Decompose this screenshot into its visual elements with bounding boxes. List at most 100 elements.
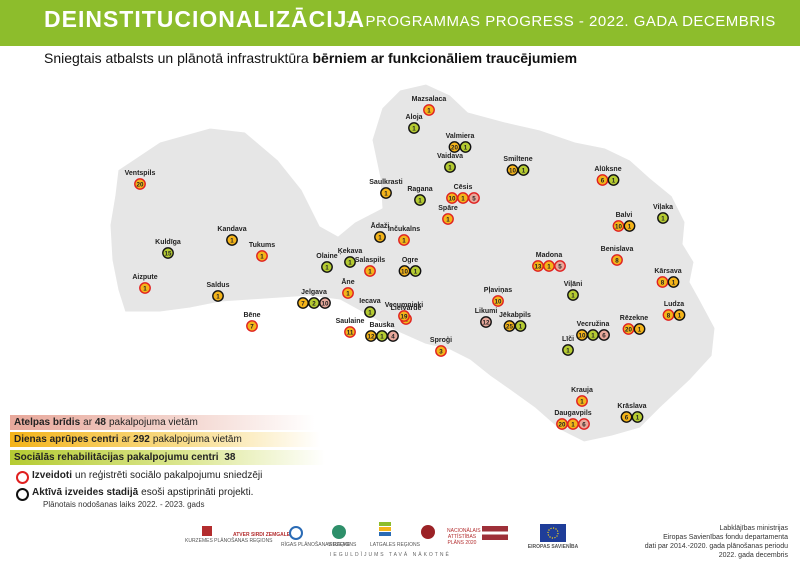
- legend-dienas-ar: ar: [121, 433, 131, 445]
- city-label: Viļāni: [564, 281, 583, 288]
- city-valmiera: Valmiera 20 1: [446, 133, 475, 153]
- city-label: Viļaka: [653, 204, 673, 211]
- legend-band-rehab: [10, 450, 325, 465]
- legend-dienas: Dienas aprūpes centri ar 292 pakalpojuma…: [14, 431, 242, 447]
- city-kraslava: Krāslava 6 1: [617, 403, 647, 423]
- marker-circle: [387, 330, 399, 342]
- marker-value: 10: [579, 332, 586, 339]
- marker-value: 3: [439, 348, 443, 355]
- city-label: Krauja: [571, 387, 593, 394]
- marker-value: 1: [418, 197, 422, 204]
- city-label: Tukums: [249, 242, 275, 249]
- city-ventspils: Ventspils 20: [125, 170, 155, 190]
- marker-value: 1: [464, 144, 468, 151]
- marker-value: 7: [301, 300, 305, 307]
- marker-value: 1: [368, 309, 372, 316]
- city-jelgava: Jelgava 7 2 10: [297, 289, 331, 309]
- logo-republic: [413, 524, 443, 542]
- legend-atelpas: Atelpas brīdis ar 48 pakalpojuma vietām: [14, 414, 198, 430]
- marker-circle: [633, 323, 646, 335]
- marker-value: 1: [384, 190, 388, 197]
- marker-circle: [344, 326, 356, 338]
- city-jekabpils: Jēkabpils 25 1: [499, 312, 531, 332]
- marker-value: 1: [522, 167, 526, 174]
- marker-circle: [623, 220, 636, 232]
- marker-value: 7: [250, 323, 254, 330]
- city-vilani: Viļāni 1: [564, 281, 583, 301]
- marker-circle: [598, 329, 610, 341]
- city-label: Bēne: [243, 312, 260, 319]
- marker-value: 10: [449, 195, 456, 202]
- marker-value: 1: [661, 215, 665, 222]
- marker-value: 25: [506, 323, 513, 330]
- marker-circle: [344, 256, 356, 268]
- city-label: Benislava: [601, 246, 634, 253]
- city-saulkrasti: Saulkrasti 1: [369, 179, 403, 199]
- city-label: Daugavpils: [554, 410, 591, 417]
- marker-value: 10: [615, 223, 622, 230]
- marker-value: 13: [535, 263, 542, 270]
- marker-value: 1: [448, 164, 452, 171]
- legend-izveidoti-tail: un reģistrēti sociālo pakalpojumu sniedz…: [75, 469, 263, 481]
- marker-value: 2: [312, 300, 316, 307]
- city-label: Kārsava: [654, 268, 681, 275]
- subtitle-bold: bērniem ar funkcionāliem traucējumiem: [312, 50, 578, 66]
- kurzeme-emblem-icon: [202, 526, 212, 536]
- marker-circle: [611, 254, 623, 266]
- marker-value: 1: [402, 237, 406, 244]
- marker-circle: [435, 345, 447, 357]
- legend-dienas-tail: pakalpojuma vietām: [152, 433, 242, 445]
- legend-rehab: Sociālās rehabilitācijas pakalpojumu cen…: [14, 449, 238, 465]
- city-ragana: Ragana 1: [407, 186, 433, 206]
- marker-value: 5: [472, 195, 476, 202]
- city-label: Kandava: [217, 226, 246, 233]
- city-label: Āne: [341, 278, 354, 286]
- marker-circle: [342, 287, 354, 299]
- marker-circle: [364, 306, 376, 318]
- city-label: Salaspils: [355, 257, 385, 264]
- marker-circle: [398, 310, 410, 322]
- marker-value: 6: [602, 332, 606, 339]
- investing-slogan: IEGULDĪJUMS TAVĀ NĀKOTNĒ: [330, 552, 451, 558]
- logo-eu: EIROPAS SAVIENĪBA: [521, 524, 585, 550]
- marker-value: 1: [638, 326, 642, 333]
- marker-circle: [444, 161, 456, 173]
- city-label: Jēkabpils: [499, 312, 531, 319]
- city-karsava: Kārsava 8 1: [654, 268, 682, 288]
- city-label: Līči: [562, 336, 574, 343]
- marker-value: 1: [672, 279, 676, 286]
- credits: Labklājības ministrijas Eiropas Savienīb…: [645, 524, 788, 560]
- marker-circle: [409, 265, 422, 277]
- city-vecruzina: Vecružina 10 1 6: [576, 321, 610, 341]
- marker-value: 8: [615, 257, 619, 264]
- eu-flag-icon: [540, 524, 566, 542]
- marker-value: 1: [446, 216, 450, 223]
- marker-value: 5: [558, 263, 562, 270]
- city-label: Vecumnieki: [385, 302, 424, 309]
- marker-value: 1: [260, 253, 264, 260]
- marker-circle: [212, 290, 224, 302]
- city-aizpute: Aizpute 1: [132, 274, 158, 294]
- title-separator: -: [346, 13, 352, 30]
- marker-value: 1: [414, 268, 418, 275]
- marker-value: 20: [451, 144, 458, 151]
- legend-atelpas-count: 48: [94, 416, 106, 428]
- city-sprogi: Sproģi 3: [430, 336, 452, 357]
- marker-value: 10: [495, 298, 502, 305]
- city-label: Iecava: [359, 298, 381, 305]
- city-krauja: Krauja 1: [571, 387, 593, 407]
- credits-line-3: dati par 2014.-2020. gada plānošanas per…: [644, 543, 788, 550]
- city-vaidava: Vaidava 1: [437, 153, 463, 173]
- city-label: Lielvārde: [391, 305, 422, 312]
- credits-line-2: Eiropas Savienības fondu departamenta: [663, 534, 788, 541]
- marker-circle: [226, 234, 238, 246]
- marker-value: 20: [559, 421, 566, 428]
- city-saulaine: Saulaine 11: [336, 318, 364, 338]
- city-label: Krāslava: [617, 403, 646, 410]
- city-likumi: Likumi 12: [475, 308, 497, 328]
- marker-circle: [468, 192, 480, 204]
- credits-line-1: Labklājības ministrijas: [719, 525, 788, 532]
- marker-value: 1: [628, 223, 632, 230]
- marker-value: 1: [591, 332, 595, 339]
- city-label: Inčukalns: [388, 226, 420, 233]
